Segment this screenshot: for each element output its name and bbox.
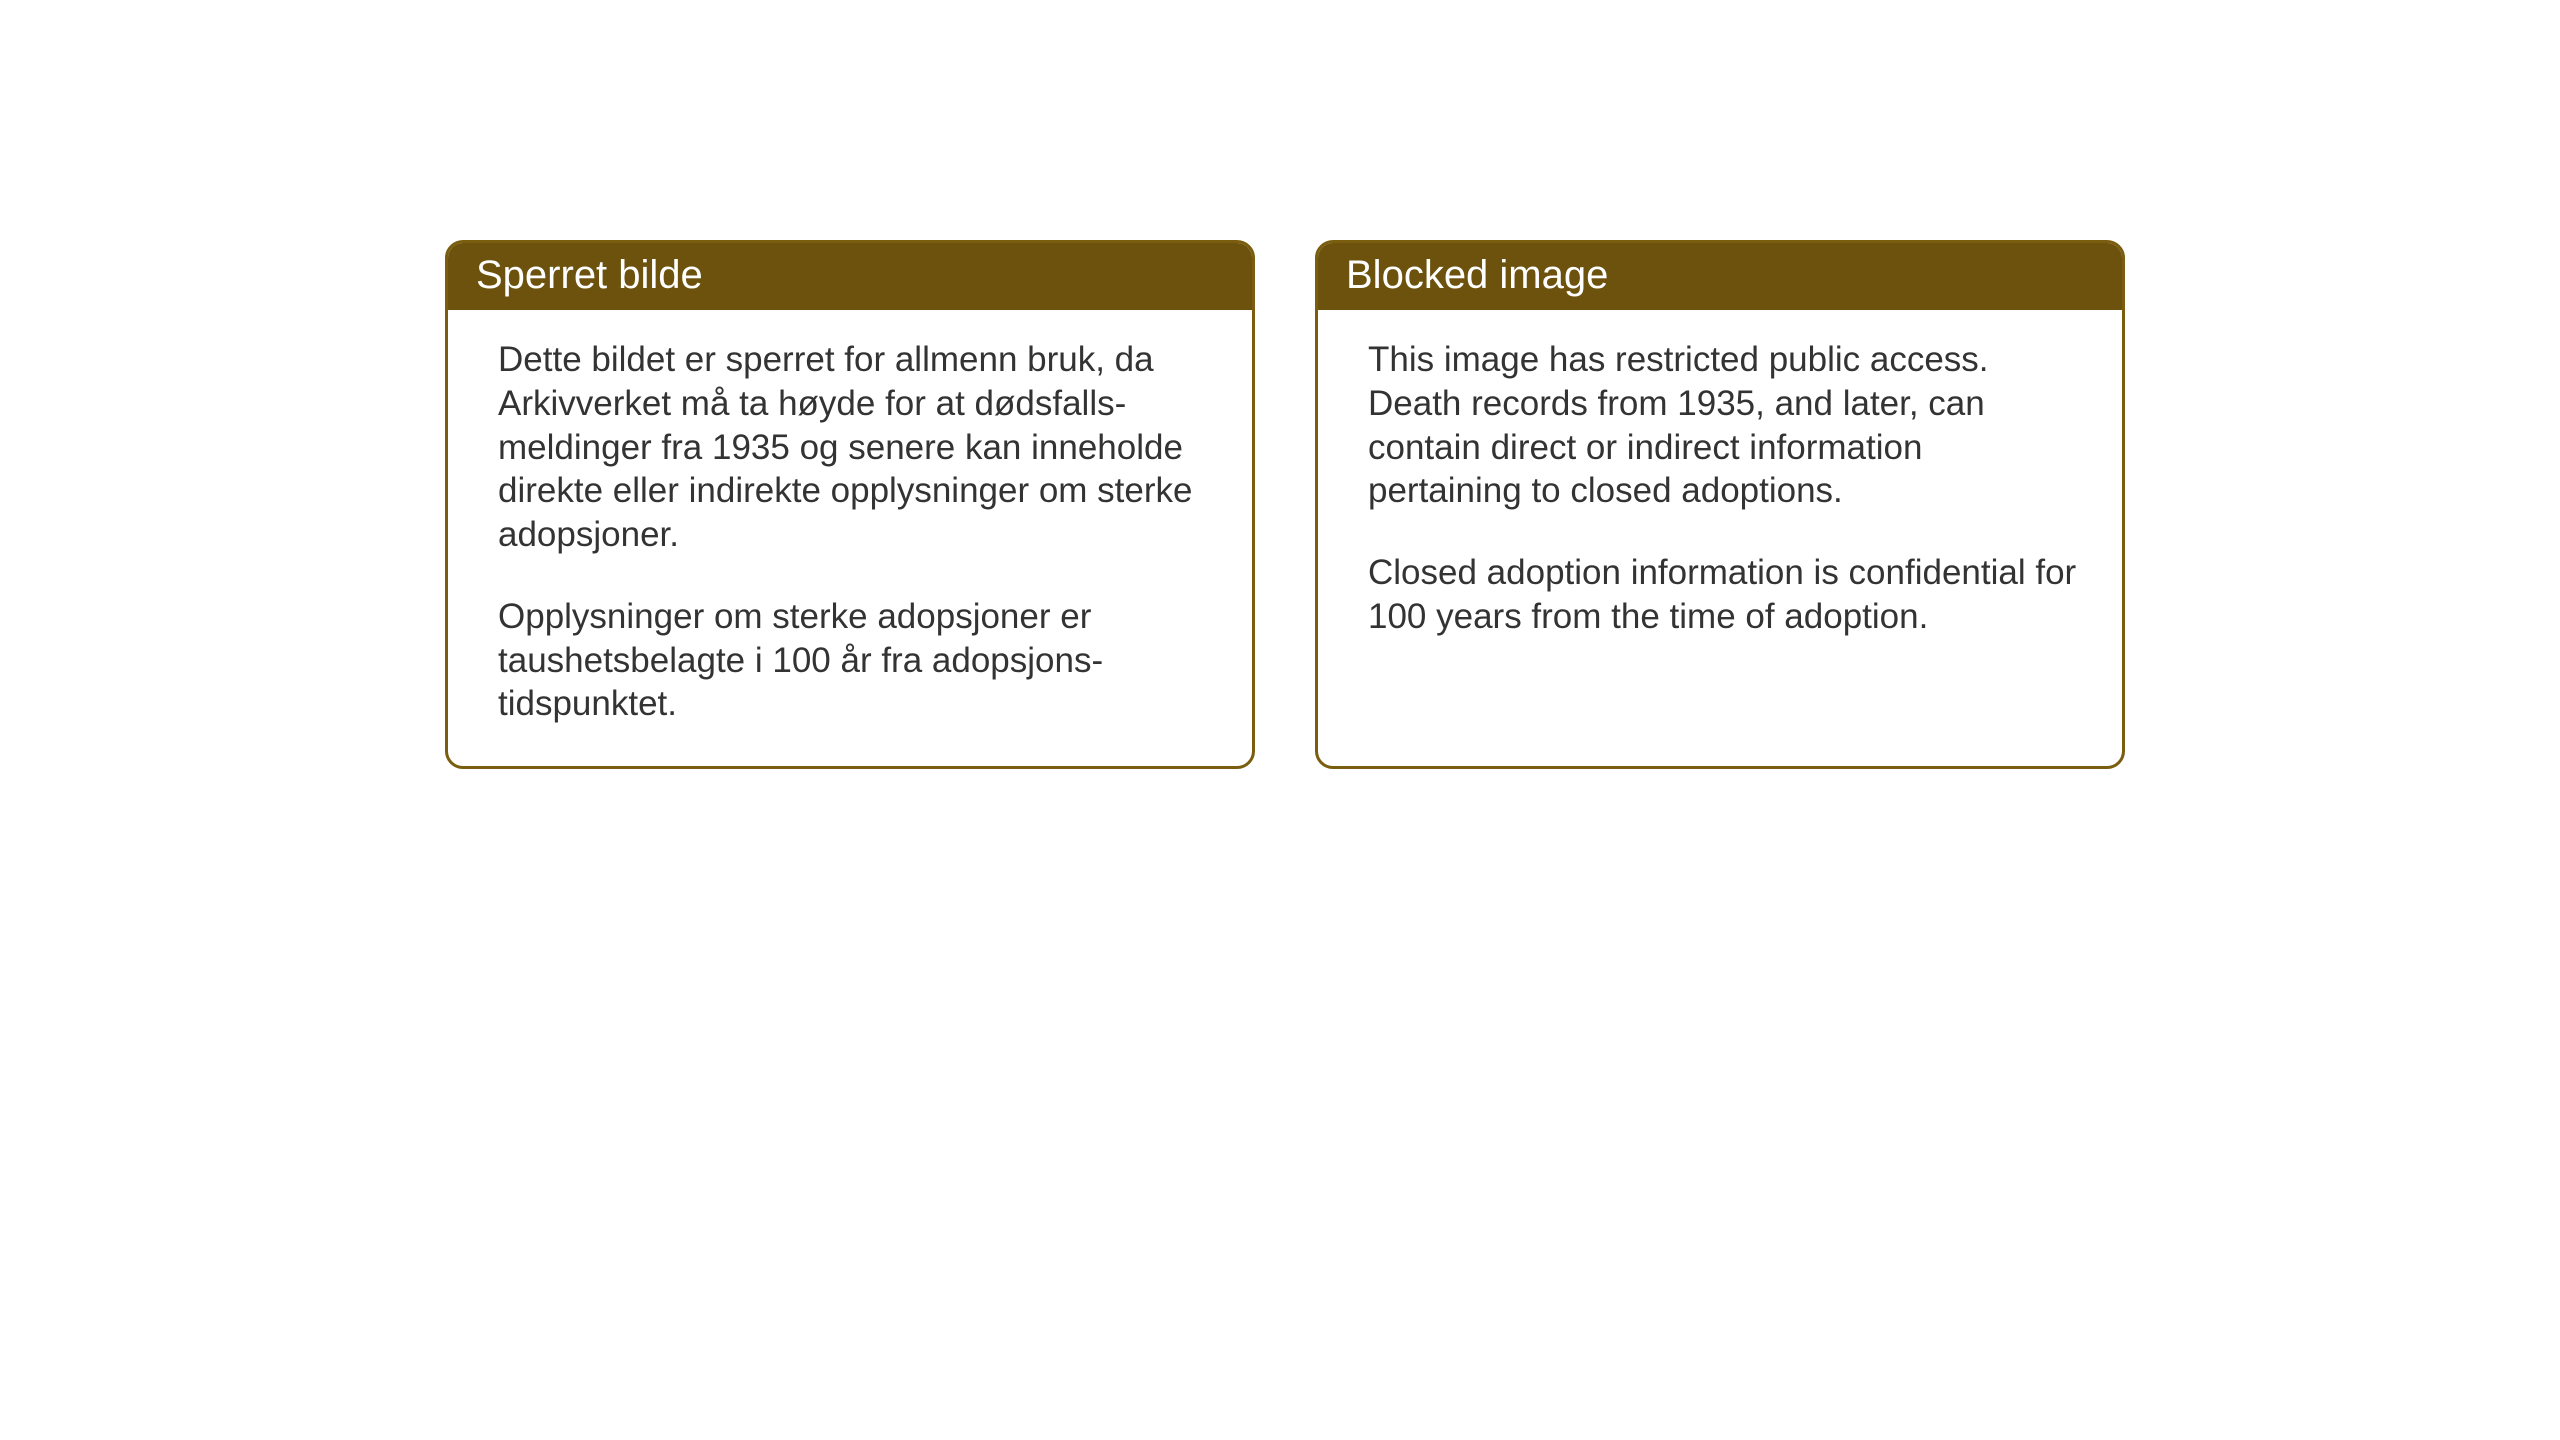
notice-container: Sperret bilde Dette bildet er sperret fo… xyxy=(445,240,2125,769)
notice-card-english: Blocked image This image has restricted … xyxy=(1315,240,2125,769)
notice-paragraph: Opplysninger om sterke adopsjoner er tau… xyxy=(498,595,1212,726)
notice-paragraph: This image has restricted public access.… xyxy=(1368,338,2082,513)
notice-body: Dette bildet er sperret for allmenn bruk… xyxy=(448,310,1252,766)
notice-paragraph: Dette bildet er sperret for allmenn bruk… xyxy=(498,338,1212,557)
notice-header: Sperret bilde xyxy=(448,243,1252,310)
notice-card-norwegian: Sperret bilde Dette bildet er sperret fo… xyxy=(445,240,1255,769)
notice-paragraph: Closed adoption information is confident… xyxy=(1368,551,2082,639)
notice-title: Blocked image xyxy=(1346,253,1608,297)
notice-body: This image has restricted public access.… xyxy=(1318,310,2122,679)
notice-title: Sperret bilde xyxy=(476,253,703,297)
notice-header: Blocked image xyxy=(1318,243,2122,310)
